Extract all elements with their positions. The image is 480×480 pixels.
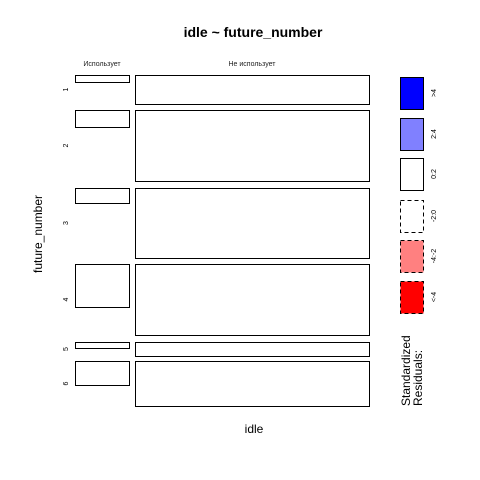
y-axis-title: future_number xyxy=(31,195,45,273)
mosaic-cell-2-uses xyxy=(75,110,130,128)
legend-label-0: >4 xyxy=(431,89,438,97)
mosaic-cell-1-not-uses xyxy=(135,75,370,105)
legend-label-1: 2:4 xyxy=(431,129,438,139)
column-label-not-uses: Не использует xyxy=(229,61,277,68)
mosaic-cell-3-not-uses xyxy=(135,188,370,259)
mosaic-cell-4-uses xyxy=(75,264,130,308)
legend: >4 2:4 0:2 -2:0 -4:-2 <-4 xyxy=(400,77,438,314)
mosaic-cell-4-not-uses xyxy=(135,264,370,336)
x-axis-title: idle xyxy=(245,422,264,436)
mosaic-cell-6-not-uses xyxy=(135,361,370,407)
row-label-5: 5 xyxy=(63,347,70,351)
row-label-3: 3 xyxy=(63,221,70,225)
mosaic-cell-3-uses xyxy=(75,188,130,204)
legend-label-5: <-4 xyxy=(431,292,438,302)
legend-swatch-4 xyxy=(400,240,424,273)
mosaic-cell-5-not-uses xyxy=(135,342,370,357)
legend-title: Standardized Residuals: xyxy=(399,332,425,406)
legend-swatch-2 xyxy=(400,158,424,191)
legend-label-4: -4:-2 xyxy=(431,249,438,264)
mosaic-cells xyxy=(75,75,370,407)
row-label-2: 2 xyxy=(63,143,70,147)
legend-swatch-0 xyxy=(400,77,424,110)
legend-label-3: -2:0 xyxy=(431,210,438,222)
legend-swatch-1 xyxy=(400,118,424,151)
legend-title-line-1: Standardized xyxy=(399,335,413,406)
legend-label-2: 0:2 xyxy=(431,169,438,179)
legend-swatch-5 xyxy=(400,281,424,314)
mosaic-cell-1-uses xyxy=(75,75,130,83)
mosaic-cell-6-uses xyxy=(75,361,130,386)
column-label-uses: Использует xyxy=(83,61,121,68)
row-label-1: 1 xyxy=(63,87,70,91)
mosaic-cell-5-uses xyxy=(75,342,130,349)
legend-swatch-3 xyxy=(400,200,424,233)
row-label-6: 6 xyxy=(63,381,70,385)
mosaic-cell-2-not-uses xyxy=(135,110,370,182)
legend-title-line-2: Residuals: xyxy=(411,350,425,406)
row-label-4: 4 xyxy=(63,297,70,301)
row-labels: 1 2 3 4 5 6 xyxy=(63,87,70,385)
chart-title: idle ~ future_number xyxy=(184,24,323,40)
